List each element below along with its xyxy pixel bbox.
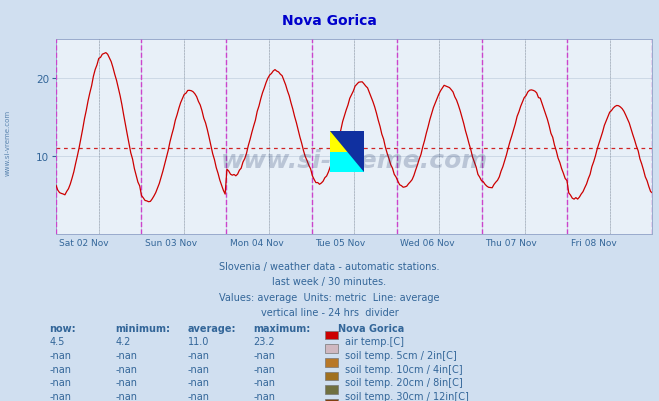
Text: -nan: -nan	[49, 364, 71, 374]
Text: -nan: -nan	[188, 391, 210, 401]
Text: Fri 08 Nov: Fri 08 Nov	[571, 239, 616, 247]
Polygon shape	[330, 132, 364, 172]
Text: air temp.[C]: air temp.[C]	[345, 336, 404, 346]
Text: vertical line - 24 hrs  divider: vertical line - 24 hrs divider	[260, 307, 399, 317]
Text: Sun 03 Nov: Sun 03 Nov	[144, 239, 196, 247]
Text: -nan: -nan	[49, 377, 71, 387]
Text: -nan: -nan	[49, 350, 71, 360]
Text: -nan: -nan	[115, 350, 137, 360]
Polygon shape	[330, 132, 364, 152]
Text: Nova Gorica: Nova Gorica	[282, 14, 377, 28]
Text: -nan: -nan	[188, 350, 210, 360]
Text: soil temp. 10cm / 4in[C]: soil temp. 10cm / 4in[C]	[345, 364, 462, 374]
Text: minimum:: minimum:	[115, 323, 170, 333]
Text: Thu 07 Nov: Thu 07 Nov	[485, 239, 537, 247]
Text: -nan: -nan	[115, 377, 137, 387]
Text: soil temp. 5cm / 2in[C]: soil temp. 5cm / 2in[C]	[345, 350, 457, 360]
Text: -nan: -nan	[254, 364, 275, 374]
Text: last week / 30 minutes.: last week / 30 minutes.	[272, 277, 387, 287]
Text: 23.2: 23.2	[254, 336, 275, 346]
Text: -nan: -nan	[115, 391, 137, 401]
Text: maximum:: maximum:	[254, 323, 311, 333]
Text: Sat 02 Nov: Sat 02 Nov	[59, 239, 109, 247]
Text: -nan: -nan	[254, 391, 275, 401]
Text: average:: average:	[188, 323, 237, 333]
Text: -nan: -nan	[188, 364, 210, 374]
Polygon shape	[330, 152, 364, 172]
Text: www.si-vreme.com: www.si-vreme.com	[221, 149, 488, 173]
Text: -nan: -nan	[115, 364, 137, 374]
Text: 4.2: 4.2	[115, 336, 130, 346]
Text: 11.0: 11.0	[188, 336, 209, 346]
Text: www.si-vreme.com: www.si-vreme.com	[5, 109, 11, 175]
Text: now:: now:	[49, 323, 76, 333]
Text: Tue 05 Nov: Tue 05 Nov	[315, 239, 365, 247]
Text: soil temp. 30cm / 12in[C]: soil temp. 30cm / 12in[C]	[345, 391, 469, 401]
Text: Nova Gorica: Nova Gorica	[338, 323, 405, 333]
Text: -nan: -nan	[188, 377, 210, 387]
Text: -nan: -nan	[49, 391, 71, 401]
Text: 4.5: 4.5	[49, 336, 65, 346]
Text: -nan: -nan	[254, 350, 275, 360]
Text: Mon 04 Nov: Mon 04 Nov	[230, 239, 283, 247]
Text: Values: average  Units: metric  Line: average: Values: average Units: metric Line: aver…	[219, 292, 440, 302]
Text: Slovenia / weather data - automatic stations.: Slovenia / weather data - automatic stat…	[219, 261, 440, 271]
Text: soil temp. 20cm / 8in[C]: soil temp. 20cm / 8in[C]	[345, 377, 463, 387]
Text: -nan: -nan	[254, 377, 275, 387]
Text: Wed 06 Nov: Wed 06 Nov	[400, 239, 455, 247]
